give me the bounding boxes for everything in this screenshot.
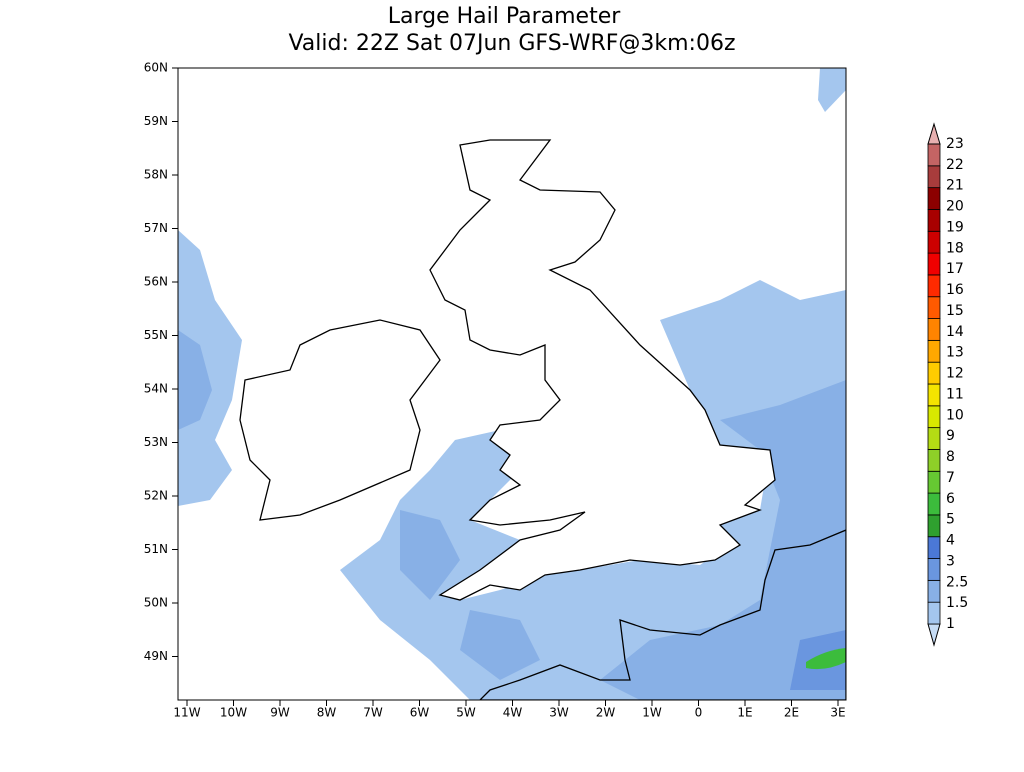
lon-label: 3W [549,706,569,720]
france-coast [479,529,846,700]
lat-label: 58N [144,168,168,182]
colorbar: 1 1.5 2.5 3 4 5 6 7 8 9 10 11 12 13 14 15 16 17 18 19 20 21 22… [927,122,968,647]
hail-area [806,648,846,670]
colorbar-label: 9 [946,428,955,444]
colorbar-box [927,274,941,298]
lon-label: 7W [363,706,383,720]
title: Large Hail Parameter [388,4,622,29]
lon-label: 1W [642,706,662,720]
hail-area [178,230,242,506]
colorbar-label: 17 [946,261,964,277]
colorbar-label: 14 [946,324,964,340]
lon-label: 9W [270,706,290,720]
colorbar-label: 8 [946,449,955,465]
colorbar-label: 6 [946,491,955,507]
colorbar-box [927,187,941,210]
colorbar-label: 1 [946,616,955,632]
colorbar-box [927,427,941,450]
colorbar-box [927,230,941,254]
colorbar-box [927,296,941,319]
colorbar-triangle [927,122,941,145]
colorbar-box [927,361,941,385]
lon-label: 3E [830,706,845,720]
lat-label: 60N [144,61,168,75]
colorbar-label: 18 [946,240,964,256]
colorbar-box [927,449,941,472]
lat-label: 52N [144,489,168,503]
colorbar-box [927,579,941,603]
colorbar-box [927,143,941,167]
lon-label: 10W [220,706,247,720]
hail-area [400,510,540,680]
lat-label: 56N [144,275,168,289]
lat-label: 54N [144,382,168,396]
colorbar-box [927,339,941,363]
colorbar-label: 13 [946,345,964,361]
lat-label: 49N [144,649,168,663]
hail-area [178,330,212,430]
axes: 60N 59N 58N 57N 56N 55N 54N 53N 52N 51N 50N 49N 11W 1… [144,61,846,720]
lon-label: 6W [410,706,430,720]
lon-label: 2E [784,706,799,720]
lon-label: 5W [456,706,476,720]
colorbar-label: 5 [946,512,955,528]
colorbar-label: 1.5 [946,595,968,611]
colorbar-label: 7 [946,470,955,486]
lon-label: 0 [695,706,703,720]
map [178,68,846,700]
lat-label: 59N [144,114,168,128]
colorbar-box [927,318,941,341]
hail-area [818,68,846,112]
colorbar-box [927,470,941,494]
lat-label: 50N [144,596,168,610]
lat-label: 53N [144,435,168,449]
colorbar-label: 21 [946,178,964,194]
lat-label: 55N [144,328,168,342]
colorbar-box [927,209,941,232]
colorbar-label: 4 [946,533,955,549]
great-britain [429,139,776,601]
colorbar-label: 20 [946,199,964,215]
colorbar-box [927,601,941,625]
lat-label: 51N [144,542,168,556]
colorbar-label: 19 [946,219,964,235]
colorbar-box [927,514,941,538]
colorbar-box [927,405,941,429]
colorbar-box [927,165,941,189]
hail-area [600,380,846,700]
lon-label: 4W [503,706,523,720]
colorbar-box [927,558,941,581]
colorbar-label: 12 [946,366,964,382]
lon-label: 2W [596,706,616,720]
colorbar-label: 22 [946,157,964,173]
lon-label: 8W [317,706,337,720]
colorbar-label: 3 [946,553,955,569]
colorbar-box [927,492,941,516]
colorbar-label: 10 [946,407,964,423]
lon-label: 1E [737,706,752,720]
colorbar-box [927,252,941,276]
colorbar-label: 15 [946,303,964,319]
colorbar-box [927,383,941,407]
lat-label: 57N [144,221,168,235]
lon-label: 11W [173,706,200,720]
colorbar-box [927,536,941,559]
ireland [239,319,441,521]
subtitle: Valid: 22Z Sat 07Jun GFS-WRF@3km:06z [288,31,735,56]
colorbar-label: 11 [946,386,964,402]
hail-area [340,280,846,700]
colorbar-label: 16 [946,282,964,298]
colorbar-label: 23 [946,136,964,152]
colorbar-label: 2.5 [946,574,968,590]
